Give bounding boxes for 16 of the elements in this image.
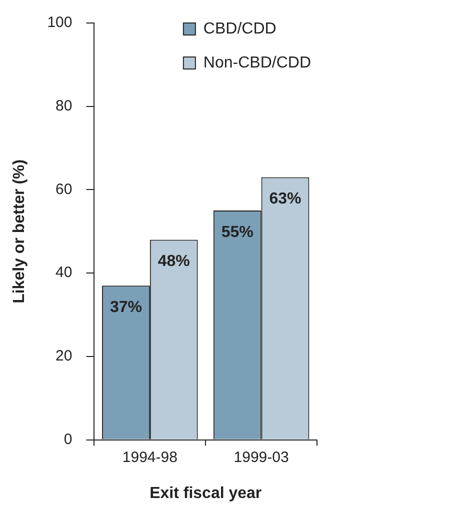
y-tick-label: 80 xyxy=(56,98,72,114)
data-label: 63% xyxy=(269,190,302,208)
y-tick-label: 60 xyxy=(56,180,72,198)
data-label: 55% xyxy=(221,224,254,241)
y-axis-title: Likely or better (%) xyxy=(11,159,28,304)
y-tick-label: 20 xyxy=(56,348,72,365)
x-tick-label: 1994-98 xyxy=(122,448,178,466)
legend-label: CBD/CDD xyxy=(203,20,276,38)
y-tick-label: 40 xyxy=(56,264,72,282)
data-label: 37% xyxy=(110,298,142,316)
x-axis-title: Exit fiscal year xyxy=(150,484,262,502)
x-tick-label: 1999-03 xyxy=(234,448,289,466)
data-label: 48% xyxy=(158,253,190,270)
legend-label: Non-CBD/CDD xyxy=(203,54,312,72)
y-tick-label: 100 xyxy=(47,14,72,32)
y-tick-label: 0 xyxy=(64,430,72,448)
